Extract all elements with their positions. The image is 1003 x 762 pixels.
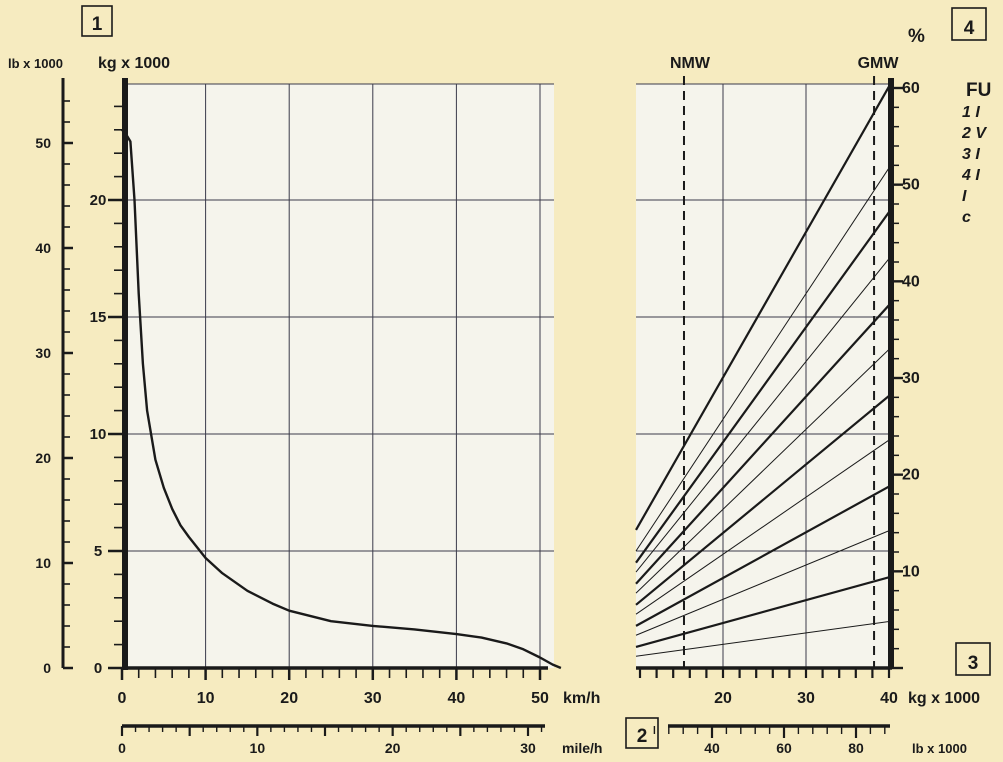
plot-area xyxy=(636,84,891,668)
mph-unit-label: mile/h xyxy=(562,740,602,756)
legend-item: 4 I xyxy=(962,167,980,184)
lb-tick-label: 30 xyxy=(35,345,51,361)
figure-box-3-label: 3 xyxy=(968,653,979,674)
lb-tick-label: 50 xyxy=(35,135,51,151)
tractive-effort-curve xyxy=(121,129,562,670)
lb-tick-label: 10 xyxy=(35,555,51,571)
kmh-tick-label: 20 xyxy=(280,690,298,707)
figure-box-1-label: 1 xyxy=(92,14,103,35)
kmh-tick-label: 40 xyxy=(448,690,466,707)
percent-tick-label: 30 xyxy=(902,370,920,387)
grade-line-5 xyxy=(635,620,892,657)
figure-box-4-frame xyxy=(951,7,987,41)
kmh-tick-label: 30 xyxy=(364,690,382,707)
legend-item: 3 I xyxy=(962,146,980,163)
percent-tick-label: 40 xyxy=(902,273,920,290)
weight-kg-tick-label: 40 xyxy=(880,690,898,707)
percent-tick-label: 20 xyxy=(902,467,920,484)
weight-kg-tick-label: 30 xyxy=(797,690,815,707)
weight-lb-tick-label: 40 xyxy=(704,740,720,756)
percent-tick-label: 50 xyxy=(902,177,920,194)
mph-tick-label: 0 xyxy=(118,740,126,756)
grade-line-50 xyxy=(635,208,892,564)
kg-tick-label: 20 xyxy=(90,192,107,209)
lb-axis-title: lb x 1000 xyxy=(8,56,63,71)
figure-box-2: 2 xyxy=(625,717,659,749)
lb-tick-label: 40 xyxy=(35,240,51,256)
mph-tick-label: 20 xyxy=(385,740,401,756)
grade-line-55 xyxy=(635,164,892,552)
legend-title: FU xyxy=(966,80,992,101)
grade-line-30 xyxy=(635,393,892,606)
grade-line-20 xyxy=(635,484,892,627)
figure-box-2-label: 2 xyxy=(637,726,648,747)
percent-tick-label: 60 xyxy=(902,80,920,97)
lb-tick-label: 20 xyxy=(35,450,51,466)
kg-tick-label: 5 xyxy=(94,543,102,560)
lb-tick-label: 0 xyxy=(43,660,51,676)
kmh-tick-label: 10 xyxy=(197,690,215,707)
plot-area xyxy=(122,84,554,668)
kg-tick-label: 10 xyxy=(90,426,107,443)
weight-kg-tick-label: 20 xyxy=(714,690,732,707)
figure-box-1: 1 xyxy=(81,5,113,37)
left-chart-panel: 0 5 10 15 20 0 10 20 30 40 50 0 10 20 30 40 50 km/h 0 10 20 3… xyxy=(35,78,602,756)
chart-annotations: 1 lb x 1000 kg x 1000 2 3 4 xyxy=(8,5,991,749)
percent-tick-label: 10 xyxy=(902,563,920,580)
grade-line-60 xyxy=(635,82,892,531)
legend-item: 1 I xyxy=(962,104,980,121)
figure-box-3: 3 xyxy=(955,642,991,676)
nmw-label: NMW xyxy=(670,55,711,72)
legend: FU 1 I 2 V 3 I 4 I I c xyxy=(962,80,1002,228)
legend-item: 2 V xyxy=(962,125,987,142)
grade-line-45 xyxy=(635,255,892,573)
grade-line-40 xyxy=(635,302,892,585)
grade-line-10 xyxy=(635,575,892,649)
kmh-unit-label: km/h xyxy=(563,690,600,707)
kmh-tick-label: 0 xyxy=(118,690,127,707)
gmw-label: GMW xyxy=(858,55,900,72)
figure-box-3-frame xyxy=(955,642,991,676)
kmh-tick-label: 50 xyxy=(531,690,549,707)
legend-item: c xyxy=(962,209,971,226)
figure-box-4: 4 xyxy=(951,7,987,41)
mph-tick-label: 10 xyxy=(250,740,266,756)
grade-line-25 xyxy=(635,438,892,615)
weight-kg-unit-label: kg x 1000 xyxy=(908,690,980,707)
weight-lb-unit-label: lb x 1000 xyxy=(912,741,967,756)
weight-lb-tick-label: 60 xyxy=(776,740,792,756)
right-chart-panel: 10 20 30 40 50 60% 20 30 40 kg x 1000 40 60 80 lb x 1… xyxy=(635,26,980,756)
figure-box-1-frame xyxy=(81,5,113,37)
mph-tick-label: 30 xyxy=(520,740,536,756)
grade-line-35 xyxy=(635,347,892,594)
kg-axis-title: kg x 1000 xyxy=(98,55,170,72)
grade-line-15 xyxy=(635,529,892,636)
figure-box-4-label: 4 xyxy=(964,18,975,39)
legend-item: I xyxy=(962,188,967,205)
weight-lb-tick-label: 80 xyxy=(848,740,864,756)
kg-tick-label: 15 xyxy=(90,309,107,326)
figure-box-2-frame xyxy=(625,717,659,749)
percent-unit-label: % xyxy=(908,26,925,47)
kg-tick-label: 0 xyxy=(94,660,102,677)
